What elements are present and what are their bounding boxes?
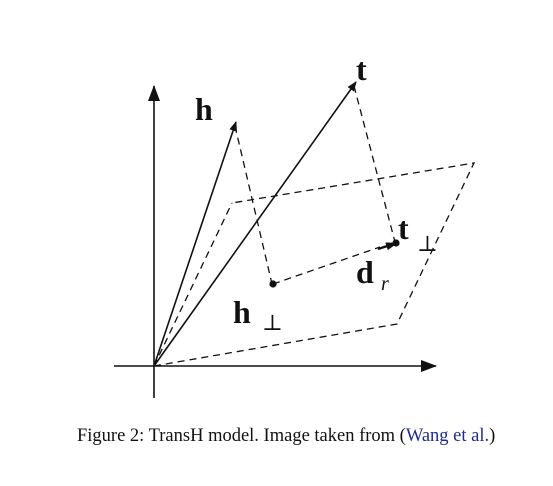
- citation-link[interactable]: Wang et al.: [405, 426, 490, 446]
- label-d: d: [356, 254, 374, 290]
- figure-caption: Figure 2: TransH model. Image taken from…: [77, 423, 547, 449]
- projection-t: [353, 85, 396, 243]
- vector-t: [153, 81, 357, 367]
- h-perp-to-t-perp-dashed: [272, 246, 381, 285]
- label-h-perp: h: [233, 294, 251, 330]
- point-h-perp: [269, 280, 277, 288]
- label-h: h: [195, 91, 213, 127]
- caption-text: Figure 2: TransH model. Image taken from…: [77, 426, 406, 446]
- transh-diagram: h t h ⊥ t ⊥ d r: [114, 51, 476, 398]
- vector-h: [153, 121, 237, 367]
- label-d-subscript: r: [381, 273, 389, 295]
- projection-h: [234, 125, 273, 285]
- point-t-perp: [392, 239, 400, 247]
- label-t: t: [356, 51, 367, 87]
- caption-suffix: ): [489, 426, 496, 446]
- origin-to-plane-dashed: [153, 202, 233, 367]
- hyperplane-outline: [153, 162, 476, 367]
- label-t-perp: t: [398, 210, 409, 246]
- label-h-perp-symbol: ⊥: [262, 310, 283, 335]
- label-t-perp-symbol: ⊥: [417, 231, 438, 256]
